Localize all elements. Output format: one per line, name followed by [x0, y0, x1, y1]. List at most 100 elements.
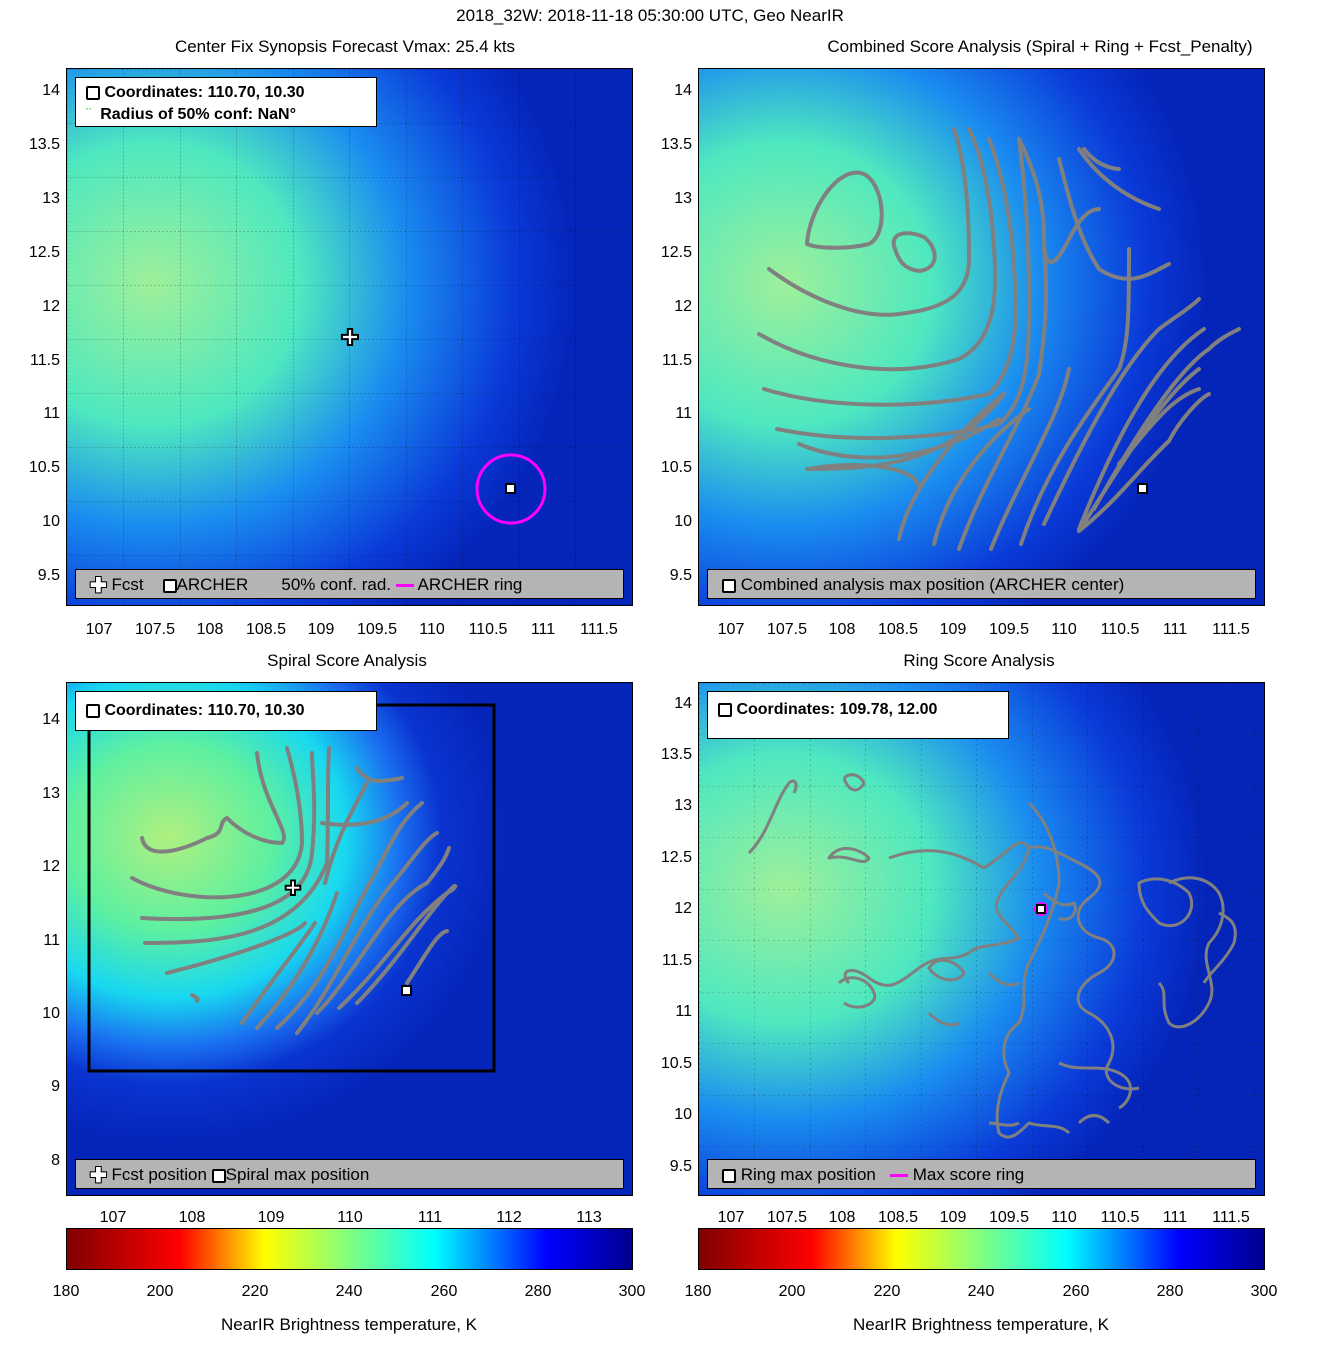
colorbar-tick: 240 [967, 1283, 995, 1300]
ytick: 10 [42, 513, 60, 530]
magenta-line-icon [890, 1174, 909, 1178]
colorbar-tick: 200 [146, 1283, 174, 1300]
ytick: 10.5 [660, 459, 692, 476]
ytick: 14 [42, 82, 60, 99]
ytick: 10.5 [660, 1055, 692, 1072]
xtick: 109 [939, 621, 967, 638]
ytick: 9 [51, 1078, 60, 1095]
xtick: 111 [530, 621, 556, 638]
spiral-legend: ✚ Fcst position Spiral max position [75, 1159, 624, 1189]
square-icon [718, 702, 732, 717]
ytick: 10 [674, 1106, 692, 1123]
spiral-heatmap: ✚ [67, 683, 632, 1195]
panel-title-center-fix: Center Fix Synopsis Forecast Vmax: 25.4 … [174, 37, 516, 56]
ytick: 14 [42, 711, 60, 728]
colorbar-tick: 260 [430, 1283, 458, 1300]
xtick: 110.5 [1100, 1209, 1140, 1226]
colorbar-tick: 280 [524, 1283, 552, 1300]
ytick: 11.5 [30, 352, 60, 369]
colorbar-tick: 240 [335, 1283, 363, 1300]
ring-info-box: Coordinates: 109.78, 12.00 [707, 691, 1009, 739]
ytick: 12.5 [28, 244, 60, 261]
ytick: 10.5 [28, 459, 60, 476]
spiral-plot: ✚ Coordinates: 110.70, 10.30 ✚ Fcst posi… [66, 682, 633, 1196]
xtick: 110 [1051, 1209, 1077, 1226]
fcst-position-marker: ✚ [285, 878, 302, 900]
xtick: 110.5 [468, 621, 508, 638]
ytick: 12.5 [660, 244, 692, 261]
combined-contours [757, 127, 1241, 551]
colorbar-tick: 260 [1062, 1283, 1090, 1300]
xtick: 107 [717, 1209, 745, 1226]
colorbar-right-label: NearIR Brightness temperature, K [852, 1315, 1110, 1334]
xtick: 107.5 [766, 1209, 808, 1226]
combined-max-marker [1137, 483, 1148, 494]
plus-icon: ✚ [90, 1164, 107, 1187]
ytick: 13.5 [660, 746, 692, 763]
xtick: 110 [1051, 621, 1077, 638]
ytick: 11.5 [662, 952, 692, 969]
max-score-ring [1034, 902, 1048, 916]
xtick: 109 [307, 621, 335, 638]
xtick: 107 [85, 621, 113, 638]
xtick: 109 [939, 1209, 967, 1226]
ytick: 9.5 [669, 567, 692, 584]
combined-plot: Combined analysis max position (ARCHER c… [698, 68, 1265, 606]
ytick: 10 [42, 1005, 60, 1022]
archer-ring [475, 453, 547, 525]
ring-contours [747, 773, 1237, 1139]
xtick: 108 [828, 621, 856, 638]
colorbar-tick: 200 [778, 1283, 806, 1300]
xtick: 110 [337, 1209, 363, 1226]
ytick: 13 [674, 797, 692, 814]
spiral-info-box: Coordinates: 110.70, 10.30 [75, 691, 377, 731]
center-fix-legend: ✚ Fcst ARCHER 50% conf. rad. ARCHER ring [75, 569, 624, 599]
xtick: 107.5 [766, 621, 808, 638]
combined-legend: Combined analysis max position (ARCHER c… [707, 569, 1256, 599]
radius-text: Radius of 50% conf: NaN° [100, 106, 296, 123]
legend-fcst-position: Fcst position [111, 1165, 207, 1184]
coordinates-text: Coordinates: 110.70, 10.30 [104, 702, 305, 719]
xtick: 109.5 [356, 621, 398, 638]
archer-marker [505, 483, 516, 494]
magenta-line-icon [395, 584, 414, 588]
ytick: 12 [674, 900, 692, 917]
colorbar-tick: 280 [1156, 1283, 1184, 1300]
ytick: 13 [674, 190, 692, 207]
colorbar-tick: 220 [241, 1283, 269, 1300]
xtick: 108.5 [245, 621, 287, 638]
square-icon [86, 85, 100, 100]
legend-combined-max: Combined analysis max position (ARCHER c… [740, 575, 1125, 594]
ytick: 11 [675, 1003, 692, 1020]
xtick: 108 [196, 621, 224, 638]
ytick: 14 [674, 695, 692, 712]
xtick: 108.5 [877, 1209, 919, 1226]
xtick: 109.5 [988, 621, 1030, 638]
xtick: 113 [576, 1209, 602, 1226]
xtick: 108.5 [877, 621, 919, 638]
xtick: 112 [496, 1209, 522, 1226]
ytick: 13 [42, 785, 60, 802]
xtick: 111.5 [1212, 1209, 1250, 1226]
xtick: 111.5 [580, 621, 618, 638]
ytick: 8 [51, 1152, 60, 1169]
ring-legend: Ring max position Max score ring [707, 1159, 1256, 1189]
colorbar-tick: 300 [618, 1283, 646, 1300]
spiral-max-marker [401, 985, 412, 996]
xtick: 110 [419, 621, 445, 638]
ytick: 9.5 [669, 1158, 692, 1175]
xtick: 109 [257, 1209, 285, 1226]
xtick: 107 [717, 621, 745, 638]
combined-heatmap [699, 69, 1264, 605]
colorbar-tick: 300 [1250, 1283, 1278, 1300]
ytick: 11 [675, 405, 692, 422]
xtick: 110.5 [1100, 621, 1140, 638]
ytick: 13.5 [28, 136, 60, 153]
legend-ring-max: Ring max position [740, 1165, 876, 1184]
ytick: 9.5 [37, 567, 60, 584]
panel-title-ring: Ring Score Analysis [903, 651, 1055, 670]
ring-max-marker [1036, 904, 1046, 914]
legend-max-score-ring: Max score ring [912, 1165, 1025, 1184]
legend-archer: ARCHER [176, 575, 249, 594]
xtick: 108 [178, 1209, 206, 1226]
